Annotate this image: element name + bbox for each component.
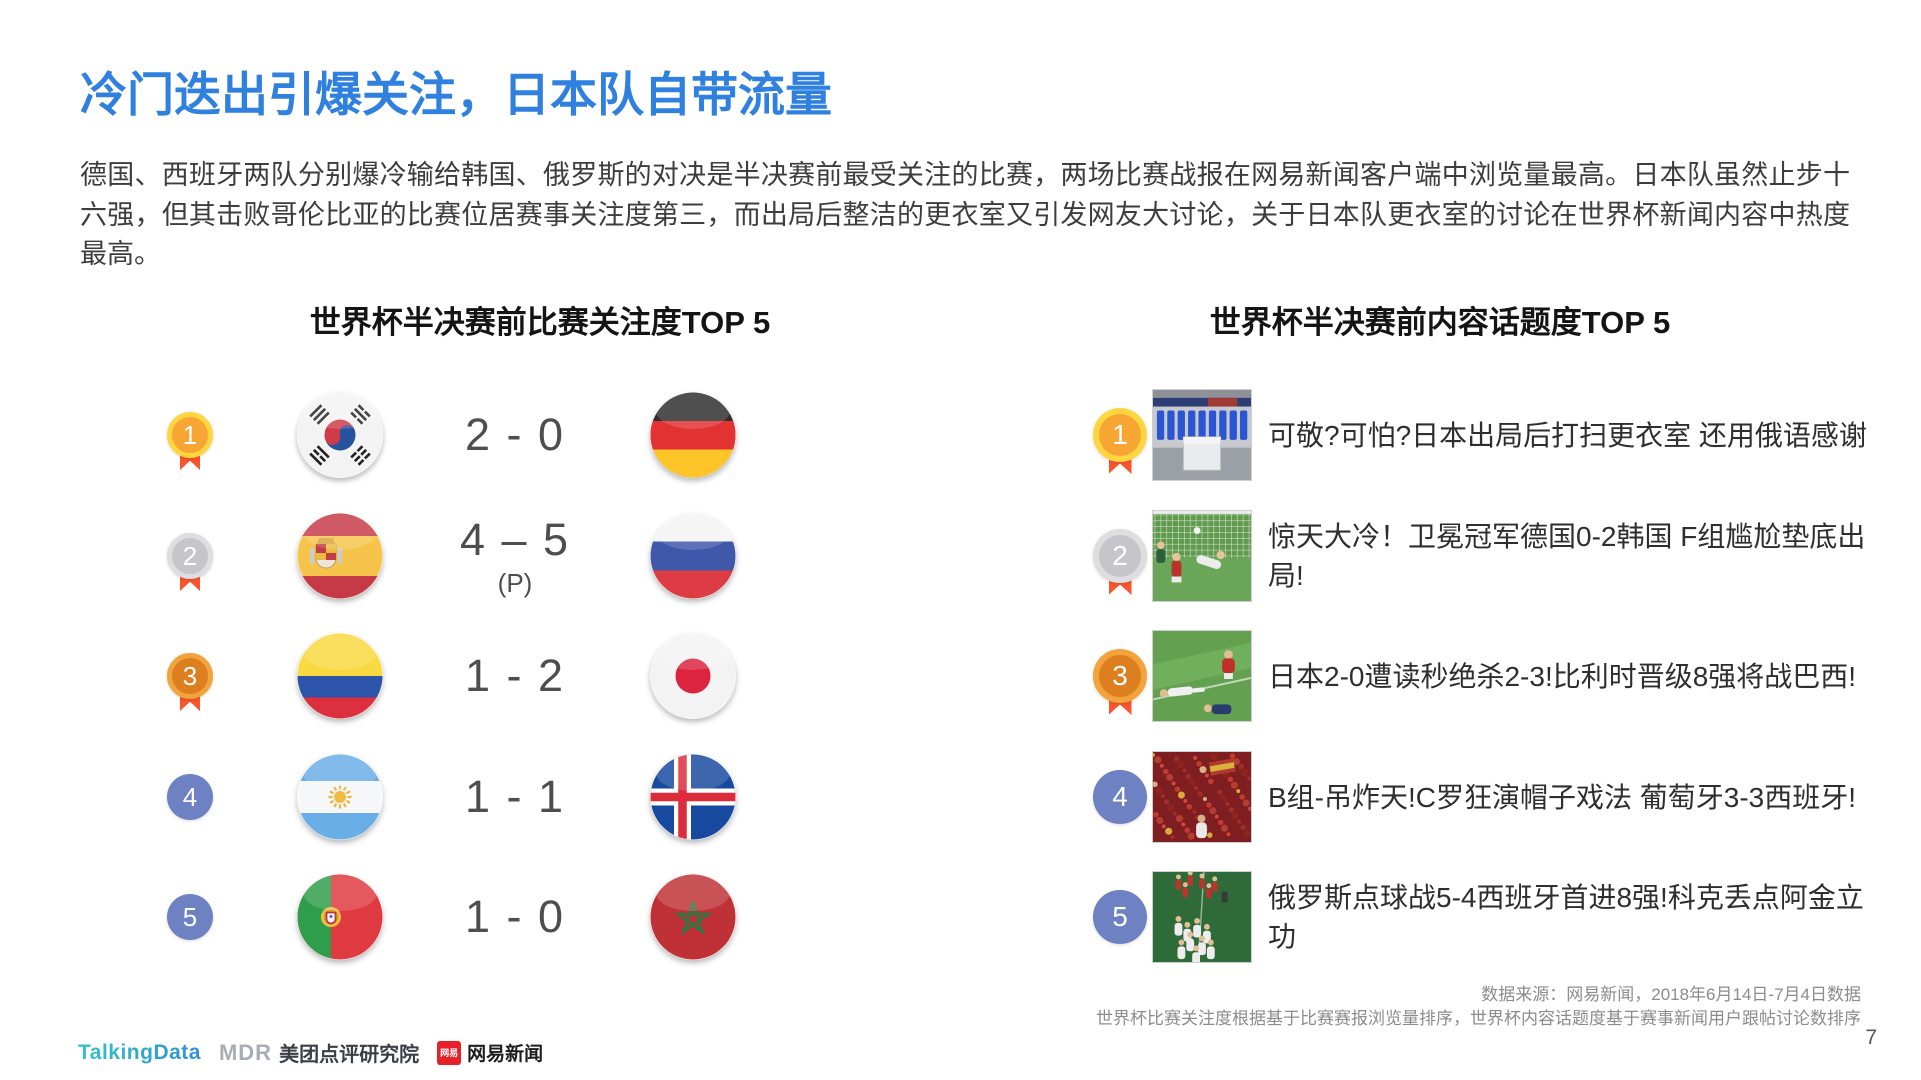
rank-1-gold-medal-icon: 1 [1093,408,1147,474]
page-title: 冷门迭出引爆关注，日本队自带流量 [80,68,832,121]
ranking-note-line: 世界杯比赛关注度根据基于比赛赛报浏览量排序，世界杯内容话题度基于赛事新闻用户跟帖… [1096,1009,1861,1028]
left-panel-title: 世界杯半决赛前比赛关注度TOP 5 [309,305,771,340]
rank-number: 1 [1112,419,1128,450]
flag-germany-icon [650,392,736,478]
rank-number: 4 [1112,781,1128,812]
thumbnail-japan-belgium-fallen-image [1152,630,1252,722]
topic-row-2: 2 惊天大冷！卫冕冠军德国0-2韩国 F组尴尬垫底出局! [0,496,1921,616]
rank-5-rank-circle-icon: 5 [167,894,213,940]
match-row-5: 5 1 - 0 [0,857,1921,977]
match-score: 1 - 0 [420,857,610,977]
score-text: 1 - 1 [464,771,566,822]
rank-number: 3 [182,661,198,691]
rank-number: 5 [1112,901,1128,932]
rank-5-rank-circle-icon: 5 [1093,890,1147,944]
flag-south-korea-icon [297,392,383,478]
score-text: 4 – 5 [459,513,571,565]
match-score: 2 - 0 [420,375,610,495]
topic-row-5: 5 俄罗斯点球战5-4西班牙首进8强!科克丢点阿金立功 [0,857,1921,977]
meituan-research-label: 美团点评研究院 [279,1044,420,1066]
topic-row-3: 3 日本2-0遭读秒绝杀2-3!比利时晋级8强将战巴西! [0,616,1921,736]
score-text: 2 - 0 [464,409,566,460]
rank-number: 5 [182,902,198,932]
topic-row-1: 1 可敬?可怕?日本出局后打扫更衣室 还用俄语感谢 [0,375,1921,495]
score-note: (P) [497,567,533,598]
flag-japan-icon [650,633,736,719]
netease-news-label: 网易新闻 [467,1044,544,1065]
flag-iceland-icon [650,754,736,840]
news-headline: 俄罗斯点球战5-4西班牙首进8强!科克丢点阿金立功 [1268,882,1864,952]
rank-number: 4 [182,782,198,812]
intro-paragraph: 德国、西班牙两队分别爆冷输给韩国、俄罗斯的对决是半决赛前最受关注的比赛，两场比赛… [80,160,1850,269]
score-text: 1 - 0 [464,891,566,942]
rank-number: 3 [1112,660,1128,691]
rank-4-rank-circle-icon: 4 [167,774,213,820]
match-row-1: 1 2 - 0 [0,375,1921,495]
match-row-4: 4 1 - 1 [0,737,1921,857]
news-headline: 惊天大冷！卫冕冠军德国0-2韩国 F组尴尬垫底出局! [1268,521,1866,591]
rank-3-bronze-medal-icon: 3 [167,653,213,711]
rank-1-gold-medal-icon: 1 [167,412,213,470]
flag-portugal-icon [297,874,383,960]
match-score: 1 - 2 [420,616,610,736]
news-headline: 日本2-0遭读秒绝杀2-3!比利时晋级8强将战巴西! [1268,660,1857,692]
data-source-line: 数据来源：网易新闻，2018年6月14日-7月4日数据 [1481,985,1861,1004]
thumbnail-locker-room-image [1152,389,1252,481]
rank-2-silver-medal-icon: 2 [1093,529,1147,595]
match-row-3: 3 1 - 2 [0,616,1921,736]
news-headline: 可敬?可怕?日本出局后打扫更衣室 还用俄语感谢 [1268,419,1867,451]
rank-number: 2 [1112,540,1128,571]
news-headline: B组-吊炸天!C罗狂演帽子戏法 葡萄牙3-3西班牙! [1268,781,1857,813]
thumbnail-russia-celebration-image [1152,871,1252,963]
netease-badge-icon: 网易 [437,1040,462,1065]
match-score: 4 – 5 (P) [420,496,610,616]
match-score: 1 - 1 [420,737,610,857]
topic-row-4: 4 B组-吊炸天!C罗狂演帽子戏法 葡萄牙3-3西班牙! [0,737,1921,857]
rank-3-bronze-medal-icon: 3 [1093,649,1147,715]
rank-4-rank-circle-icon: 4 [1093,770,1147,824]
thumbnail-germany-korea-goal-image [1152,510,1252,602]
flag-argentina-icon [297,754,383,840]
flag-colombia-icon [297,633,383,719]
meituan-research-logo: MDR 美团点评研究院 [219,1038,419,1067]
rank-2-silver-medal-icon: 2 [167,533,213,591]
right-panel-title: 世界杯半决赛前内容话题度TOP 5 [1209,305,1671,340]
rank-number: 2 [182,541,198,571]
flag-spain-icon [297,513,383,599]
score-text: 1 - 2 [464,650,566,701]
page-number: 7 [1865,1026,1877,1049]
mdr-logo-text: MDR [218,1039,273,1065]
netease-news-logo: 网易 网易新闻 [437,1039,543,1066]
flag-morocco-icon [650,874,736,960]
rank-number: 1 [182,420,198,450]
talkingdata-logo: TalkingData [78,1040,201,1064]
match-row-2: 2 4 – 5 (P) [0,496,1921,616]
thumbnail-spain-fans-crowd-image [1152,751,1252,843]
logo-bar: TalkingData MDR 美团点评研究院 网易 网易新闻 [78,1038,543,1067]
